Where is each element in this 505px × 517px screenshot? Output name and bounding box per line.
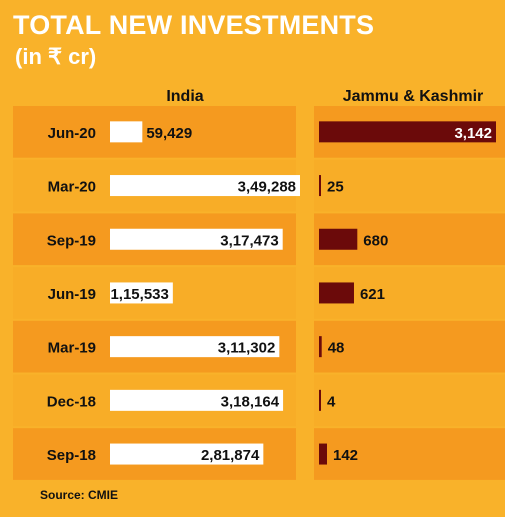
india-value-label: 59,429 [146, 125, 192, 142]
jk-value-label: 4 [327, 393, 336, 410]
india-value-label: 3,11,302 [218, 340, 276, 357]
jk-bar [319, 229, 357, 250]
row-band-jk [314, 375, 505, 427]
jk-bar [319, 336, 322, 357]
jk-bar [319, 390, 321, 411]
india-value-label: 3,18,164 [221, 393, 280, 410]
jk-bar [319, 282, 354, 303]
category-label: Sep-18 [47, 447, 96, 464]
india-bar [110, 121, 142, 142]
jk-value-label: 3,142 [454, 125, 492, 142]
category-label: Jun-19 [48, 286, 96, 303]
source-note: Source: CMIE [40, 488, 118, 502]
jk-value-label: 142 [333, 447, 358, 464]
india-value-label: 3,49,288 [238, 179, 296, 196]
category-label: Dec-18 [47, 393, 96, 410]
jk-value-label: 48 [328, 340, 345, 357]
india-value-label: 2,81,874 [201, 447, 260, 464]
jk-value-label: 25 [327, 179, 344, 196]
jk-bar [319, 175, 321, 196]
category-label: Jun-20 [48, 125, 96, 142]
category-label: Mar-19 [48, 340, 96, 357]
jk-bar [319, 444, 327, 465]
jk-value-label: 621 [360, 286, 385, 303]
india-value-label: 3,17,473 [220, 232, 278, 249]
india-value-label: 1,15,533 [110, 286, 168, 303]
category-label: Sep-19 [47, 232, 96, 249]
category-label: Mar-20 [48, 179, 96, 196]
jk-value-label: 680 [363, 232, 388, 249]
